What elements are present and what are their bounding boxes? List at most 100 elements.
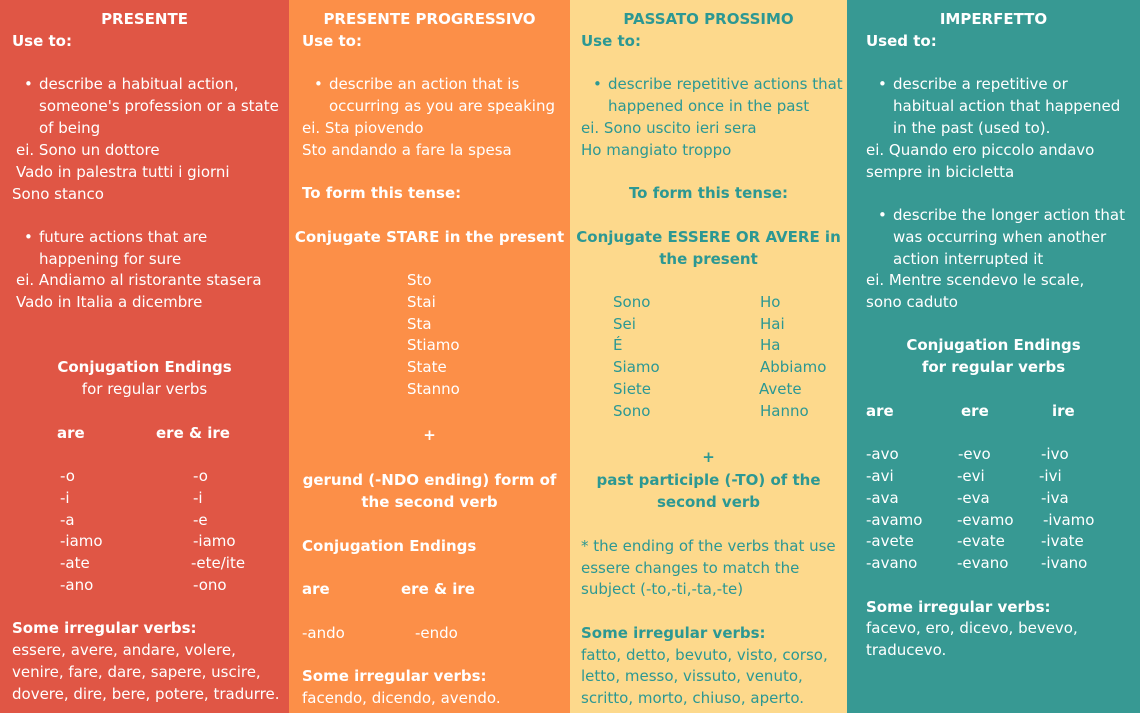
column-imperfetto: IMPERFETTO Used to: describe a repetitiv… [847, 0, 1140, 713]
use-to-label: Use to: [302, 32, 362, 50]
bullet-text: describe a habitual action, [24, 73, 239, 95]
conjugate-title: the present [659, 250, 758, 268]
use-to-label: Use to: [12, 32, 72, 50]
form-title: To form this tense: [302, 184, 462, 202]
avere-form: Abbiamo [760, 358, 827, 376]
endings-title: Conjugation Endings [906, 336, 1081, 354]
ending-are: -ava [866, 489, 899, 507]
ending-are: -avano [866, 554, 918, 572]
irregular-list: facevo, ero, dicevo, bevevo, [866, 619, 1078, 637]
column-header-ere: ere [961, 402, 989, 420]
irregular-title: Some irregular verbs: [866, 598, 1051, 616]
column-header-are: are [57, 424, 85, 442]
ending-ere: -evano [957, 554, 1009, 572]
example-text: Vado in palestra tutti i giorni [16, 163, 230, 181]
ending-are: -avi [866, 467, 894, 485]
example-text: ei. Sta piovendo [302, 119, 424, 137]
ending-ere: -evamo [957, 511, 1014, 529]
column-header-are: are [302, 580, 330, 598]
bullet-text: someone's profession or a state [39, 97, 279, 115]
ending-ire: -iva [1041, 489, 1069, 507]
ending-are: -avamo [866, 511, 923, 529]
column-title: PASSATO PROSSIMO [623, 10, 794, 28]
bullet-text: describe an action that is [314, 73, 519, 95]
bullet-text: habitual action that happened [893, 97, 1121, 115]
example-text: sono caduto [866, 293, 958, 311]
ending-ere: -evate [957, 532, 1005, 550]
stare-form: Stanno [407, 380, 460, 398]
column-header-ire: ire [1052, 402, 1075, 420]
column-header-ere-ire: ere & ire [401, 580, 475, 598]
ending-are: -avo [866, 445, 899, 463]
bullet-text: happened once in the past [608, 97, 810, 115]
stare-form: Stiamo [407, 336, 460, 354]
bullet-text: happening for sure [39, 250, 182, 268]
essere-form: Siamo [613, 358, 660, 376]
conjugate-title: Conjugate ESSERE OR AVERE in [576, 228, 841, 246]
irregular-title: Some irregular verbs: [581, 624, 766, 642]
column-title: PRESENTE PROGRESSIVO [323, 10, 536, 28]
column-title: IMPERFETTO [939, 10, 1048, 28]
irregular-list: essere, avere, andare, volere, [12, 641, 236, 659]
ending-ere: -ono [193, 576, 227, 594]
bullet-text: future actions that are [24, 226, 207, 248]
irregular-list: letto, messo, vissuto, venuto, [581, 667, 803, 685]
ending-ere: -endo [415, 624, 458, 642]
ending-ere: -iamo [193, 532, 236, 550]
avere-form: Avete [759, 380, 802, 398]
irregular-list: scritto, morto, chiuso, aperto. [581, 689, 805, 707]
essere-form: Sono [613, 293, 651, 311]
column-header-are: are [866, 402, 894, 420]
avere-form: Hai [760, 315, 785, 333]
ending-are: -ando [302, 624, 345, 642]
example-text: ei. Sono un dottore [16, 141, 160, 159]
irregular-list: venire, fare, dare, sapere, uscire, [12, 663, 261, 681]
irregular-list: dovere, dire, bere, potere, tradurre. [12, 685, 280, 703]
bullet-text: describe repetitive actions that [593, 73, 843, 95]
ending-ere: -evo [958, 445, 991, 463]
bullet-text: action interrupted it [893, 250, 1044, 268]
participle-text: past participle (-TO) of the [596, 471, 821, 489]
irregular-title: Some irregular verbs: [12, 619, 197, 637]
example-text: ei. Mentre scendevo le scale, [866, 271, 1085, 289]
stare-form: Sta [407, 315, 432, 333]
bullet-text: in the past (used to). [893, 119, 1051, 137]
ending-are: -i [60, 489, 70, 507]
bullet-text: describe the longer action that [878, 204, 1125, 226]
ending-ere: -i [193, 489, 203, 507]
plus-sign: + [423, 426, 436, 444]
column-passato-prossimo: PASSATO PROSSIMO Use to: describe repeti… [570, 0, 847, 713]
example-text: ei. Sono uscito ieri sera [581, 119, 757, 137]
ending-ire: -ivi [1039, 467, 1062, 485]
irregular-list: traducevo. [866, 641, 947, 659]
example-text: ei. Quando ero piccolo andavo [866, 141, 1095, 159]
example-text: sempre in bicicletta [866, 163, 1015, 181]
irregular-list: facendo, dicendo, avendo. [302, 689, 501, 707]
irregular-title: Some irregular verbs: [302, 667, 487, 685]
bullet-text: occurring as you are speaking [329, 97, 555, 115]
ending-are: -avete [866, 532, 914, 550]
gerund-text: gerund (-NDO ending) form of [302, 471, 557, 489]
ending-ere: -ete/ite [191, 554, 246, 572]
column-presente: PRESENTE Use to: describe a habitual act… [0, 0, 289, 713]
column-header-ere-ire: ere & ire [156, 424, 230, 442]
endings-title: Conjugation Endings [302, 537, 477, 555]
ending-ere: -e [193, 511, 208, 529]
ending-are: -iamo [60, 532, 103, 550]
ending-ire: -ivo [1041, 445, 1069, 463]
endings-subtitle: for regular verbs [81, 380, 208, 398]
stare-form: State [407, 358, 447, 376]
essere-form: Sono [613, 402, 651, 420]
ending-are: -a [60, 511, 75, 529]
ending-are: -ate [60, 554, 90, 572]
form-title: To form this tense: [628, 184, 789, 202]
avere-form: Ha [760, 336, 781, 354]
column-title: PRESENTE [101, 10, 188, 28]
example-text: Sto andando a fare la spesa [302, 141, 512, 159]
ending-ere: -evi [957, 467, 985, 485]
plus-sign: + [702, 448, 715, 466]
avere-form: Hanno [760, 402, 809, 420]
example-text: ei. Andiamo al ristorante stasera [16, 271, 262, 289]
avere-form: Ho [760, 293, 781, 311]
